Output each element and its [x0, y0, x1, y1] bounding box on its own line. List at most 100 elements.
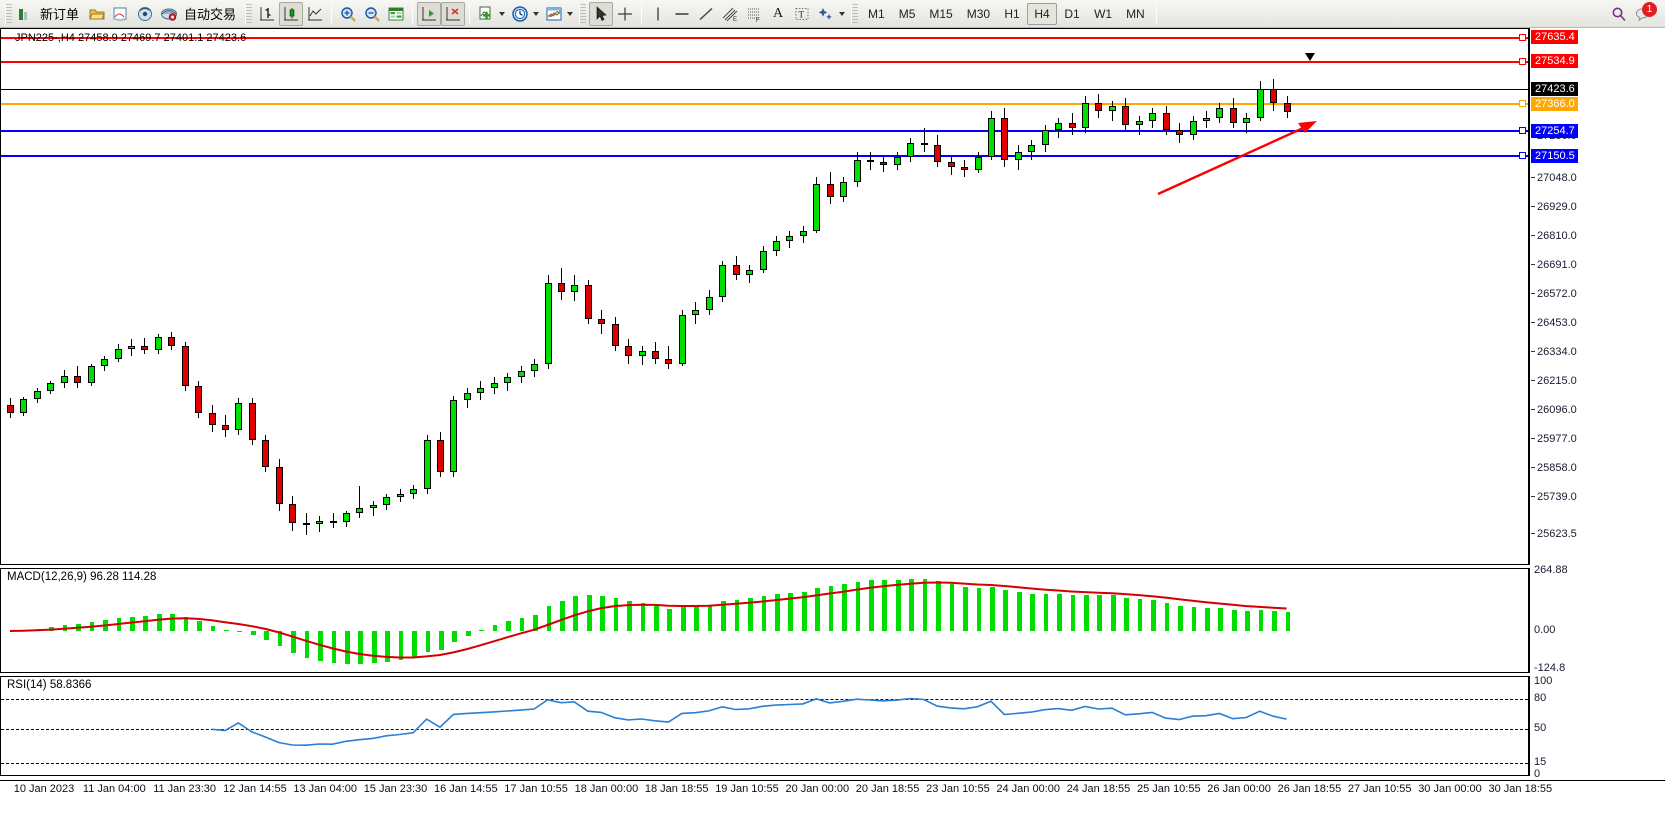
- macd-bar: [546, 606, 552, 631]
- macd-label: MACD(12,26,9) 96.28 114.28: [7, 571, 157, 583]
- auto-scroll-icon[interactable]: [417, 1, 442, 26]
- toolbar-grip-3[interactable]: [579, 3, 587, 24]
- period-icon[interactable]: [508, 2, 542, 26]
- candle-body: [275, 466, 283, 504]
- fibonacci-icon[interactable]: F: [742, 2, 766, 26]
- signals-icon[interactable]: [133, 2, 157, 26]
- bar-chart-icon[interactable]: [255, 2, 279, 26]
- profiles-icon[interactable]: [109, 2, 133, 26]
- level-line-27254[interactable]: [1, 130, 1528, 132]
- price-panel[interactable]: JPN225-,H4 27458.9 27469.7 27401.1 27423…: [0, 28, 1529, 565]
- equidistant-channel-icon[interactable]: E: [718, 2, 742, 26]
- time-tick: 27 Jan 10:55: [1347, 783, 1412, 795]
- toolbar-grip[interactable]: [5, 3, 12, 24]
- candle-body: [248, 402, 256, 440]
- candlestick: [746, 29, 755, 566]
- macd-bar: [1231, 610, 1237, 631]
- objects-icon[interactable]: [814, 2, 848, 26]
- candlestick: [557, 29, 567, 566]
- text-icon[interactable]: A: [772, 5, 784, 21]
- timeframe-m1[interactable]: M1: [868, 6, 885, 21]
- macd-bar: [1110, 595, 1116, 631]
- macd-panel[interactable]: MACD(12,26,9) 96.28 114.28: [0, 568, 1529, 673]
- folder-icon[interactable]: [85, 2, 109, 26]
- candlestick: [262, 29, 271, 566]
- candlestick: [87, 29, 97, 566]
- candlestick: [1283, 29, 1293, 566]
- notifications-icon[interactable]: 1: [1631, 1, 1657, 26]
- line-chart-icon[interactable]: [303, 2, 327, 26]
- data-window-icon[interactable]: [384, 2, 408, 26]
- toolbar-grip-2[interactable]: [245, 3, 253, 24]
- chevron-down-icon[interactable]: [533, 11, 540, 16]
- candlestick: [316, 29, 325, 566]
- candle-body: [1108, 105, 1116, 111]
- level-handle-27150[interactable]: [1519, 152, 1526, 159]
- rsi-panel[interactable]: RSI(14) 58.8366: [0, 676, 1529, 776]
- search-icon[interactable]: [1607, 2, 1631, 26]
- indicators-icon[interactable]: [474, 2, 508, 26]
- templates-icon[interactable]: [542, 2, 576, 26]
- candle-body: [316, 520, 324, 525]
- chevron-down-icon[interactable]: [499, 11, 506, 16]
- macd-tick-max: 264.88: [1534, 564, 1568, 576]
- red-trend-arrow: [1157, 121, 1317, 196]
- level-handle-27254[interactable]: [1519, 127, 1526, 134]
- label-icon[interactable]: T: [790, 2, 814, 26]
- zoom-in-icon[interactable]: [336, 2, 360, 26]
- crosshair-icon[interactable]: [613, 2, 637, 26]
- level-line-27534[interactable]: [1, 61, 1528, 63]
- hline-icon[interactable]: [670, 2, 694, 26]
- timeframe-m5[interactable]: M5: [898, 6, 916, 21]
- candlestick: [1028, 29, 1037, 566]
- candlestick: [1014, 29, 1024, 566]
- macd-histogram: [1, 569, 1528, 672]
- toolbar-grip-4[interactable]: [851, 3, 859, 24]
- chart-shift-icon[interactable]: [441, 1, 466, 26]
- chart-area[interactable]: JPN225-,H4 27458.9 27469.7 27401.1 27423…: [0, 28, 1665, 836]
- zoom-out-icon[interactable]: [360, 2, 384, 26]
- candlestick-icon[interactable]: [279, 1, 304, 26]
- new-order-button[interactable]: 新订单: [15, 2, 85, 26]
- time-tick: 20 Jan 00:00: [785, 783, 850, 795]
- macd-bar: [734, 599, 740, 631]
- candle-body: [33, 390, 41, 400]
- level-line-27635[interactable]: [1, 37, 1528, 39]
- vline-icon[interactable]: [646, 2, 670, 26]
- level-handle-27366[interactable]: [1519, 100, 1526, 107]
- rsi-tick-100: 100: [1534, 675, 1553, 687]
- candlestick: [369, 29, 379, 566]
- timeframe-m30[interactable]: M30: [966, 6, 991, 21]
- candlestick: [490, 29, 500, 566]
- candlestick: [383, 29, 392, 566]
- time-axis[interactable]: 10 Jan 2023 11 Jan 04:00 11 Jan 23:30 12 Ja…: [0, 780, 1665, 801]
- candle-body: [799, 231, 807, 236]
- timeframe-w1[interactable]: W1: [1094, 6, 1113, 21]
- candle-body: [1216, 108, 1224, 119]
- timeframe-h1[interactable]: H1: [1004, 6, 1020, 21]
- level-line-27366[interactable]: [1, 103, 1528, 105]
- macd-bar: [1285, 611, 1291, 631]
- level-line-27150[interactable]: [1, 155, 1528, 157]
- candlestick: [47, 29, 56, 566]
- timeframe-h4[interactable]: H4: [1027, 2, 1058, 25]
- candle-wick: [923, 127, 925, 153]
- chevron-down-icon[interactable]: [839, 11, 846, 16]
- svg-text:E: E: [733, 17, 737, 23]
- timeframe-mn[interactable]: MN: [1126, 6, 1145, 21]
- cursor-icon[interactable]: [589, 1, 614, 26]
- timeframe-d1[interactable]: D1: [1064, 6, 1080, 21]
- autotrading-button[interactable]: 自动交易: [157, 2, 242, 26]
- level-handle-27635[interactable]: [1519, 34, 1526, 41]
- price-scale[interactable]: 27286.027048.026929.026810.026691.026572…: [1529, 28, 1665, 565]
- timeframe-m15[interactable]: M15: [929, 6, 953, 21]
- macd-bar: [385, 631, 390, 662]
- candlestick: [302, 29, 312, 566]
- candle-body: [181, 346, 189, 386]
- candlestick: [437, 29, 446, 566]
- candle-body: [1229, 108, 1237, 124]
- trendline-icon[interactable]: [694, 2, 718, 26]
- candlestick: [1270, 29, 1279, 566]
- level-handle-27534[interactable]: [1519, 58, 1526, 65]
- chevron-down-icon[interactable]: [567, 11, 574, 16]
